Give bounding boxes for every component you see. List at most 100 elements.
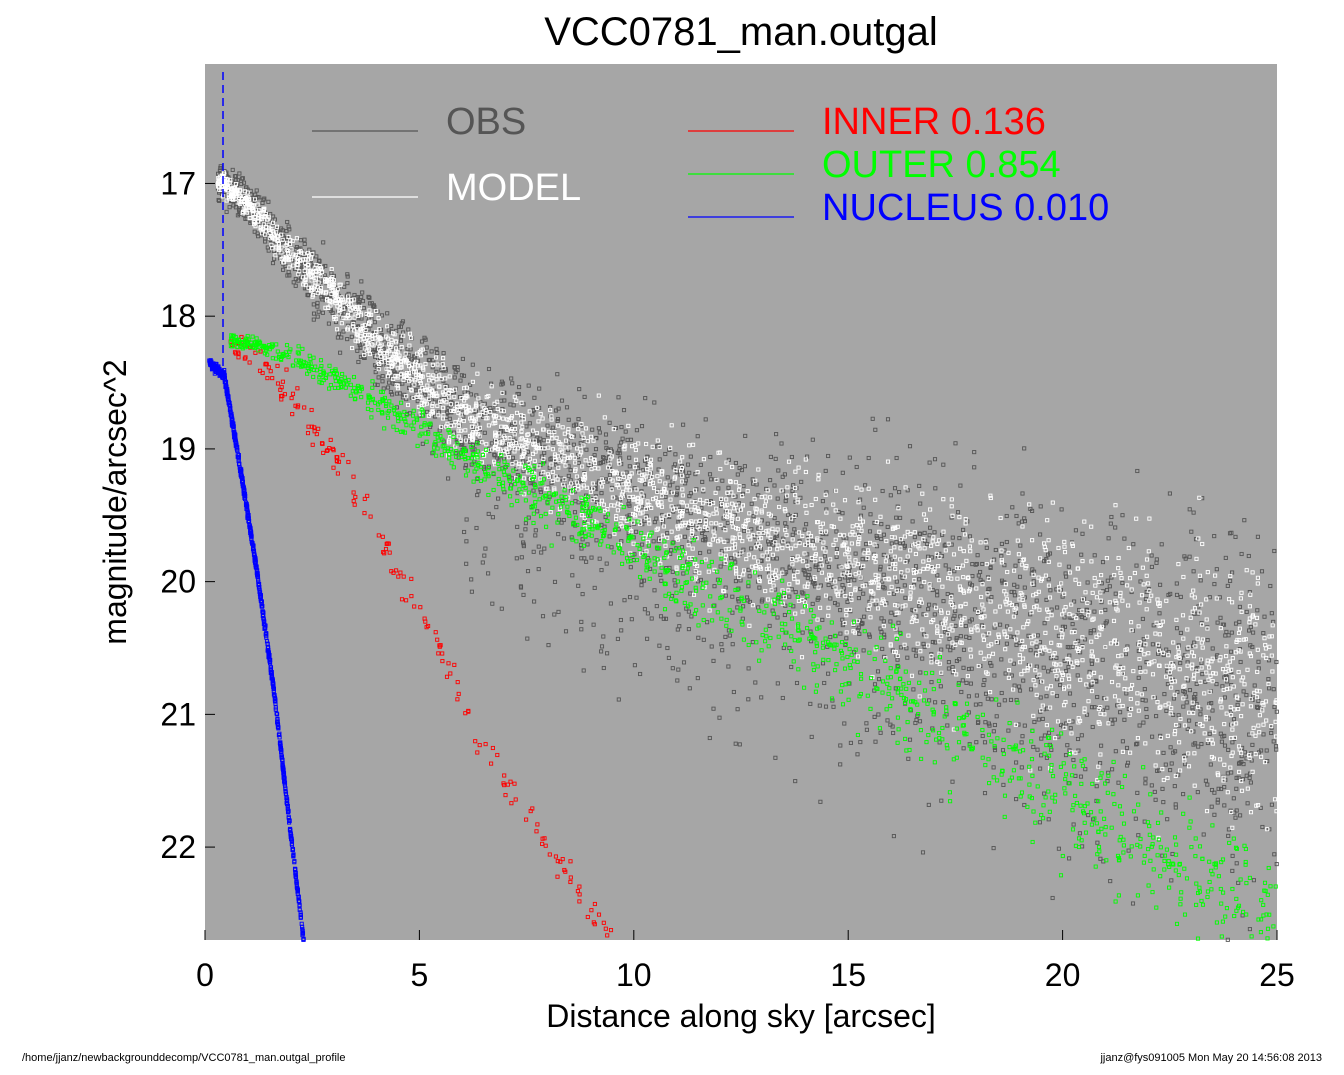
- data-point: [1006, 675, 1011, 680]
- data-point: [982, 678, 987, 683]
- data-point: [500, 381, 506, 386]
- data-point: [316, 309, 321, 314]
- data-point: [437, 373, 442, 378]
- data-point: [929, 555, 934, 560]
- data-point: [894, 540, 899, 545]
- data-point: [994, 640, 999, 645]
- data-point: [396, 324, 401, 329]
- data-point: [876, 712, 881, 717]
- data-point: [805, 563, 810, 568]
- data-point: [398, 334, 404, 339]
- data-point: [1108, 879, 1113, 884]
- data-point: [758, 558, 763, 563]
- data-point: [640, 494, 645, 499]
- data-point: [1116, 698, 1121, 703]
- data-point: [1193, 644, 1198, 649]
- data-point: [1230, 750, 1235, 755]
- data-point: [961, 549, 966, 554]
- data-point: [939, 554, 945, 559]
- data-point: [785, 543, 790, 548]
- data-point: [647, 471, 652, 476]
- data-point: [703, 557, 708, 562]
- data-point: [681, 660, 687, 665]
- data-point: [366, 312, 371, 317]
- data-point: [726, 628, 731, 633]
- data-point: [1221, 778, 1226, 783]
- data-point: [1135, 701, 1140, 706]
- data-point: [440, 405, 446, 410]
- data-point: [321, 240, 326, 245]
- data-point: [1046, 538, 1051, 543]
- data-point: [412, 354, 417, 359]
- data-point: [773, 540, 778, 545]
- data-point: [632, 663, 637, 668]
- data-point: [960, 678, 965, 683]
- data-point: [913, 564, 919, 569]
- data-point: [1212, 534, 1217, 539]
- data-point: [1089, 705, 1095, 710]
- data-point: [391, 362, 396, 367]
- data-point: [1008, 697, 1014, 702]
- data-point: [1012, 593, 1017, 598]
- data-point: [1248, 780, 1253, 785]
- data-point: [1109, 717, 1114, 722]
- data-point: [721, 588, 726, 593]
- data-point: [1191, 729, 1196, 734]
- data-point: [607, 449, 612, 455]
- data-point: [931, 617, 936, 623]
- data-point: [372, 304, 377, 309]
- data-point: [887, 577, 892, 582]
- data-point: [1009, 673, 1014, 678]
- data-point: [982, 791, 988, 796]
- data-point: [958, 483, 963, 488]
- data-point: [808, 701, 813, 706]
- data-point: [407, 343, 412, 348]
- data-point: [1163, 762, 1168, 767]
- data-point: [889, 610, 894, 615]
- data-point: [963, 521, 968, 526]
- data-point: [629, 617, 634, 622]
- data-point: [542, 450, 547, 455]
- data-point: [1002, 629, 1007, 634]
- data-point: [773, 456, 778, 461]
- data-point: [1156, 648, 1162, 653]
- data-point: [1255, 575, 1260, 580]
- data-point: [1239, 609, 1244, 614]
- data-point: [1022, 723, 1027, 728]
- data-point: [847, 555, 852, 560]
- data-point: [922, 530, 927, 535]
- data-point: [1017, 574, 1023, 579]
- data-point: [1189, 650, 1195, 655]
- data-point: [1041, 665, 1046, 670]
- data-point: [1072, 599, 1077, 604]
- data-point: [768, 454, 773, 459]
- data-point: [990, 559, 995, 564]
- data-point: [489, 381, 494, 386]
- data-point: [1138, 669, 1143, 674]
- data-point: [1156, 642, 1161, 647]
- data-point: [427, 399, 432, 404]
- data-point: [329, 271, 334, 276]
- data-point: [698, 462, 703, 467]
- data-point: [766, 574, 771, 579]
- data-point: [848, 532, 853, 537]
- data-point: [1248, 624, 1253, 630]
- data-point: [800, 533, 805, 539]
- data-point: [868, 615, 873, 620]
- data-point: [902, 642, 907, 647]
- data-point: [1066, 564, 1071, 569]
- data-point: [1234, 861, 1239, 866]
- data-point: [803, 469, 808, 475]
- data-point: [999, 560, 1004, 565]
- data-point: [1022, 585, 1027, 590]
- data-point: [1065, 656, 1070, 661]
- data-point: [1181, 688, 1186, 694]
- data-point: [795, 569, 800, 575]
- data-point: [632, 512, 637, 518]
- data-point: [338, 350, 343, 355]
- data-point: [730, 546, 735, 551]
- data-point: [999, 657, 1004, 662]
- data-point: [1104, 587, 1110, 593]
- data-point: [424, 401, 429, 406]
- data-point: [1046, 817, 1051, 822]
